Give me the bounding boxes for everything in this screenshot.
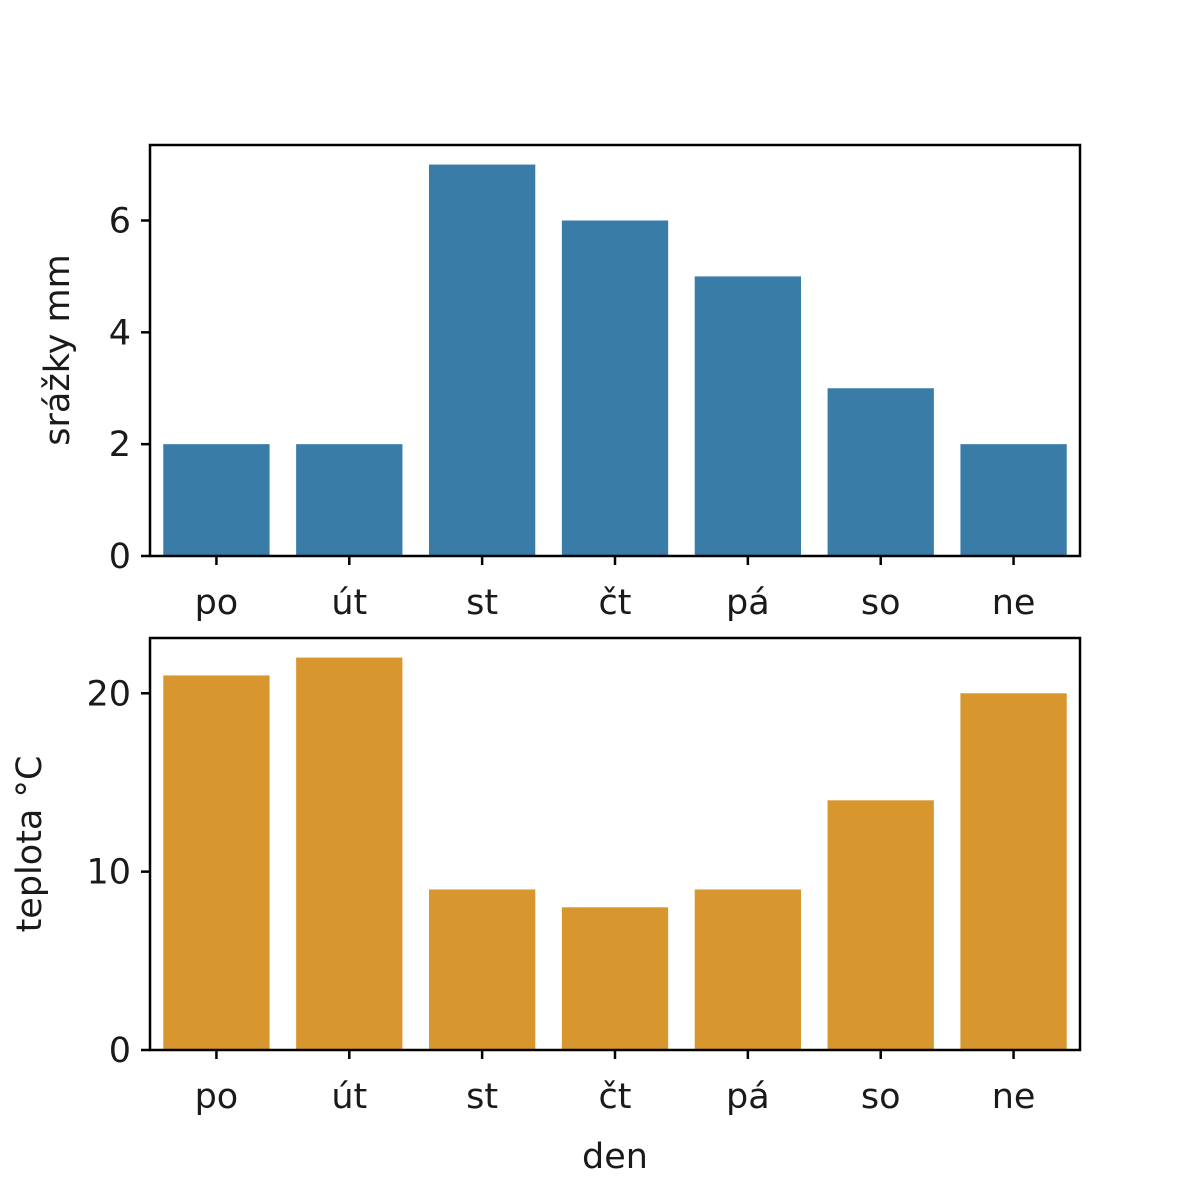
temperature-bar-čt — [561, 907, 669, 1050]
temperature-y-axis-label: teplota °C — [10, 756, 50, 933]
precipitation-x-tick-label: st — [466, 583, 498, 623]
precipitation-chart: 0 2 4 6 po út st čt pá so ne srážky mm — [38, 143, 1082, 623]
precipitation-x-ticks: po út st čt pá so ne — [195, 556, 1036, 623]
precipitation-x-tick-label: čt — [599, 583, 632, 623]
temperature-y-tick-label: 20 — [86, 674, 131, 714]
temperature-bar-út — [296, 657, 403, 1050]
precipitation-x-tick-label: po — [195, 583, 239, 623]
precipitation-bar-pá — [694, 276, 801, 556]
precipitation-bar-čt — [561, 220, 669, 557]
precipitation-y-tick-label: 0 — [109, 537, 131, 577]
precipitation-y-tick-label: 2 — [109, 425, 131, 465]
temperature-bar-po — [163, 675, 270, 1050]
temperature-bars — [163, 657, 1067, 1050]
precipitation-x-tick-label: pá — [726, 583, 770, 623]
temperature-y-tick-label: 10 — [86, 853, 131, 893]
precipitation-y-ticks: 0 2 4 6 — [109, 201, 150, 577]
temperature-x-tick-label: so — [861, 1077, 901, 1117]
precipitation-bar-ne — [960, 444, 1067, 556]
temperature-x-tick-label: čt — [599, 1077, 632, 1117]
precipitation-x-tick-label: út — [331, 583, 367, 623]
temperature-x-tick-label: út — [331, 1077, 367, 1117]
precipitation-bars — [163, 164, 1067, 557]
temperature-y-tick-label: 0 — [109, 1031, 131, 1071]
precipitation-bar-út — [296, 444, 403, 556]
temperature-bar-ne — [960, 693, 1067, 1050]
temperature-x-tick-label: pá — [726, 1077, 770, 1117]
temperature-x-axis-label: den — [582, 1137, 648, 1177]
precipitation-y-tick-label: 4 — [109, 313, 131, 353]
precipitation-x-tick-label: ne — [992, 583, 1036, 623]
temperature-y-ticks: 0 10 20 — [86, 674, 150, 1071]
temperature-bar-pá — [694, 889, 801, 1050]
temperature-x-tick-label: ne — [992, 1077, 1036, 1117]
precipitation-y-tick-label: 6 — [109, 201, 131, 241]
temperature-x-tick-label: po — [195, 1077, 239, 1117]
temperature-chart: 0 10 20 po út st čt pá so ne teplota °C den — [10, 636, 1082, 1177]
precipitation-bar-st — [429, 164, 536, 556]
precipitation-y-axis-label: srážky mm — [38, 254, 78, 446]
precipitation-x-tick-label: so — [861, 583, 901, 623]
temperature-x-ticks: po út st čt pá so ne — [195, 1050, 1036, 1117]
temperature-x-tick-label: st — [466, 1077, 498, 1117]
temperature-bar-so — [827, 800, 934, 1050]
precipitation-bar-so — [827, 388, 934, 556]
precipitation-bar-po — [163, 444, 270, 556]
temperature-bar-st — [429, 889, 536, 1050]
